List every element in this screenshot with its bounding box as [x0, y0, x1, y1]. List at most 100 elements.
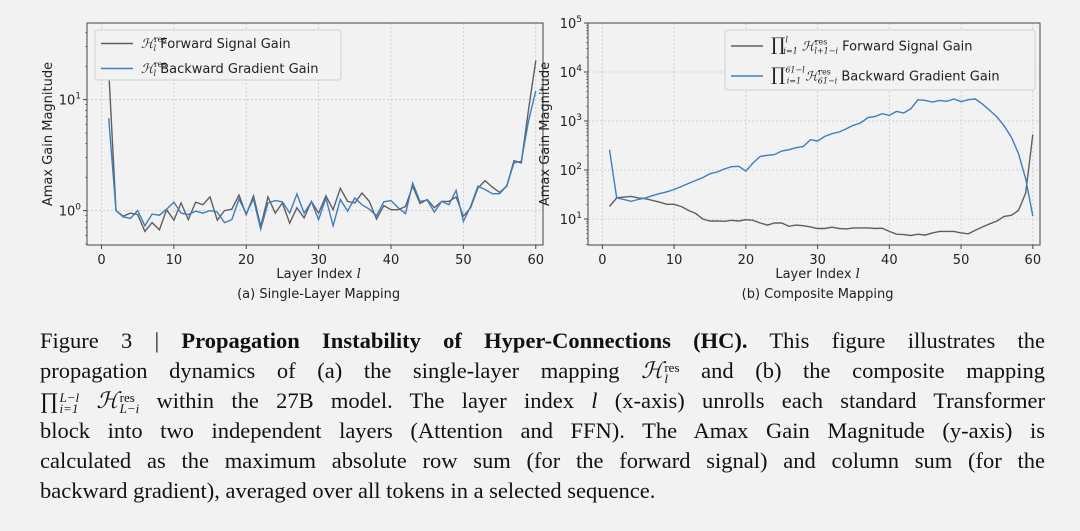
y-tick-label: 101 [560, 211, 582, 228]
tick-exponent: 2 [576, 162, 582, 172]
x-tick-label: 10 [666, 253, 683, 268]
math-sup: l [785, 36, 788, 45]
math-scripts: L−l i=1 [59, 389, 80, 416]
x-tick-label: 60 [1025, 253, 1042, 268]
tick-base: 10 [560, 17, 577, 32]
y-tick-label: 101 [59, 92, 81, 109]
x-tick-label: 40 [383, 253, 400, 268]
math-scripts: res L−i [119, 389, 140, 416]
caption-text: within the 27B model. The layer index [139, 388, 592, 413]
math-sub: i=1 [783, 47, 797, 56]
tick-exponent: 4 [576, 64, 582, 74]
tick-base: 10 [560, 115, 577, 130]
math-sup: res [154, 35, 167, 44]
series-line-forward [608, 134, 1034, 237]
tick-base: 10 [59, 94, 76, 109]
caption-line-5: calculated as the maximum absolute row s… [40, 446, 1045, 476]
math-sup: L−l [59, 389, 80, 405]
x-tick-label: 0 [598, 253, 606, 268]
y-tick-label: 103 [560, 113, 582, 130]
series-line-forward [108, 60, 537, 233]
y-axis-label: Amax Gain Magnitude [538, 62, 553, 206]
y-tick-label: 100 [59, 203, 82, 220]
math-sup: res [664, 359, 680, 375]
series-line-backward [608, 98, 1034, 217]
caption-title: Propagation Instability of Hyper-Connect… [181, 328, 748, 353]
tick-base: 10 [560, 213, 577, 228]
x-axis-label: Layer Index l [276, 267, 360, 282]
tick-base: 10 [59, 205, 76, 220]
subplot-caption: (a) Single-Layer Mapping [237, 287, 400, 302]
y-tick-label: 104 [560, 64, 583, 81]
math-sub: i=1 [59, 400, 79, 416]
y-tick-label: 102 [560, 162, 582, 179]
tick-exponent: 1 [75, 92, 81, 102]
legend-label: ∏61−l i=1 ℋres 61−i Backward Gradient Gain [771, 65, 1000, 86]
math-sub: l [154, 69, 157, 78]
legend-label: ℋres l Forward Signal Gain [141, 35, 291, 53]
caption-text: calculated as the maximum absolute row s… [40, 448, 1045, 473]
x-axis-label-text: Layer Index [276, 267, 356, 282]
figure-caption: Figure 3 | Propagation Instability of Hy… [40, 326, 1045, 506]
x-tick-label: 40 [881, 253, 898, 268]
caption-line-2: propagation dynamics of (a) the single-l… [40, 356, 1045, 386]
caption-line-1: Figure 3 | Propagation Instability of Hy… [40, 326, 1045, 356]
math-var: l [591, 388, 598, 413]
y-axis-label: Amax Gain Magnitude [41, 62, 56, 206]
x-axis-label: Layer Index l [775, 267, 859, 282]
math-sup: res [818, 68, 831, 77]
tick-exponent: 3 [576, 113, 582, 123]
legend-series-name: Backward Gradient Gain [156, 62, 318, 77]
legend-series-name: Forward Signal Gain [156, 37, 291, 52]
tick-exponent: 0 [75, 203, 81, 213]
math-sub: l [664, 370, 668, 386]
tick-exponent: 5 [576, 15, 582, 25]
x-axis-label-text: Layer Index [775, 267, 855, 282]
x-tick-label: 50 [953, 253, 970, 268]
x-tick-label: 10 [166, 253, 183, 268]
figure-label: Figure 3 | [40, 328, 182, 353]
series-line-backward [108, 90, 537, 232]
caption-text: and (b) the composite mapping [679, 358, 1045, 383]
axes-frame [86, 22, 544, 246]
math-sup: res [119, 389, 135, 405]
math-product: ∏ [771, 65, 785, 86]
math-scripts: res l [664, 359, 680, 386]
math-symbol: ℋ [141, 37, 156, 52]
legend-series-name: Backward Gradient Gain [837, 70, 999, 85]
x-tick-label: 30 [809, 253, 826, 268]
math-sub: l+1−i [814, 47, 838, 56]
math-symbol: ℋ [641, 358, 664, 383]
x-axis-label-var: l [357, 267, 361, 282]
tick-base: 10 [560, 66, 577, 81]
x-tick-label: 60 [527, 253, 544, 268]
math-symbol: ℋ [96, 388, 119, 413]
math-sup: res [815, 38, 828, 47]
math-symbol: ℋ [801, 70, 820, 85]
math-sup: res [154, 60, 167, 69]
caption-line-4: block into two independent layers (Atten… [40, 416, 1045, 446]
math-product: ∏ [771, 35, 785, 56]
legend-label: ∏l i=1 ℋres l+1−i Forward Signal Gain [771, 35, 973, 56]
caption-line-6: backward gradient), averaged over all to… [40, 476, 1045, 506]
caption-text: propagation dynamics of (a) the single-l… [40, 358, 642, 383]
x-tick-label: 0 [97, 253, 105, 268]
legend-box [94, 29, 342, 81]
math-sub: L−i [119, 400, 140, 416]
caption-text: backward gradient), averaged over all to… [40, 478, 656, 503]
math-sub: l [154, 44, 157, 53]
tick-base: 10 [560, 164, 577, 179]
caption-text: (x-axis) unrolls each standard Transform… [597, 388, 1046, 413]
math-symbol: ℋ [798, 40, 817, 55]
x-tick-label: 30 [310, 253, 327, 268]
x-axis-label-var: l [856, 267, 860, 282]
legend: ∏l i=1 ℋres l+1−i Forward Signal Gain∏61−l… [724, 29, 1036, 91]
legend-label: ℋres l Backward Gradient Gain [141, 60, 319, 78]
math-sub: 61−i [818, 77, 838, 86]
tick-exponent: 1 [576, 211, 582, 221]
x-tick-label: 20 [738, 253, 755, 268]
